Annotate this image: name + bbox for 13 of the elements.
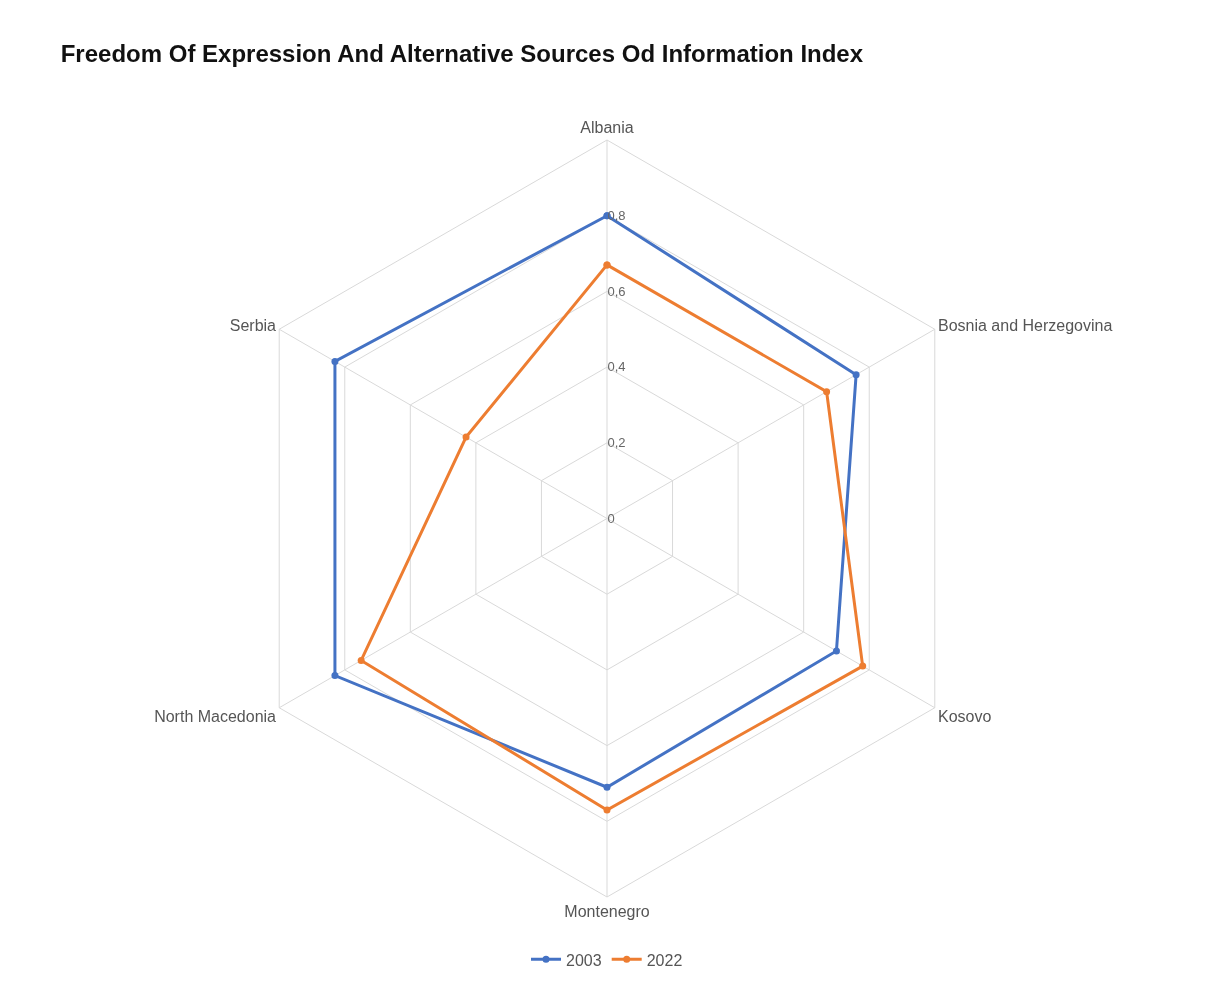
spoke-label: Bosnia and Herzegovina — [937, 316, 1113, 334]
y-tick-label: 0,2 — [607, 435, 626, 451]
y-tick-label: 0,4 — [607, 359, 626, 375]
spoke-label: Kosovo — [937, 708, 992, 726]
spoke-label: Albania — [580, 119, 634, 137]
chart-title: Freedom Of Expression And Alternative Sources Od Information Index — [60, 40, 864, 68]
y-tick-label: 0 — [607, 510, 615, 526]
spoke-label: North Macedonia — [154, 708, 277, 726]
spoke-label: Serbia — [229, 316, 277, 334]
spoke-label: Montenegro — [564, 902, 650, 920]
legend-label: 2022 — [646, 951, 683, 969]
legend-label: 2003 — [566, 951, 602, 969]
y-tick-label: 0,6 — [607, 283, 626, 299]
